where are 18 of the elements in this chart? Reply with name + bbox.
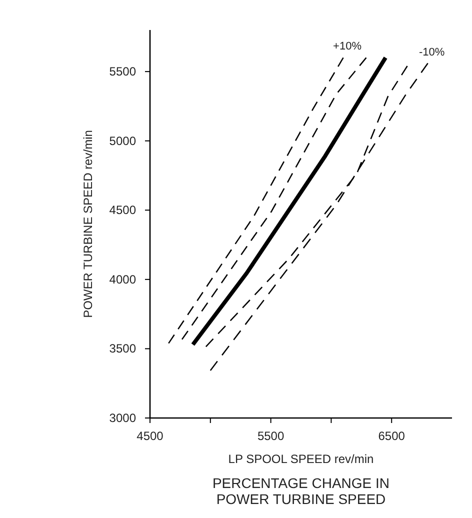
annotation: +10% (333, 40, 362, 53)
y-tick-label: 4500 (109, 203, 136, 218)
x-tick-label: 5500 (257, 429, 284, 443)
y-tick-label: 4000 (109, 272, 136, 286)
y-tick-label: 5500 (109, 64, 136, 79)
y-tick-label: 5000 (109, 134, 136, 148)
line-series (210, 62, 428, 372)
x-tick-label: 6500 (378, 429, 406, 443)
line-series (190, 56, 388, 347)
y-tick-label: 3000 (109, 411, 136, 425)
x-tick-label: 4500 (136, 429, 164, 443)
y-axis-title: POWER TURBINE SPEED rev/min (81, 130, 95, 318)
text: PERCENTAGE CHANGE IN POWER TURBINE SPEED (212, 475, 390, 507)
y-tick-label: 3500 (109, 342, 136, 356)
x-axis-title: LP SPOOL SPEED rev/min (228, 452, 374, 466)
line-series (168, 57, 344, 344)
annotation: -10% (418, 46, 445, 58)
line-series (181, 57, 367, 340)
